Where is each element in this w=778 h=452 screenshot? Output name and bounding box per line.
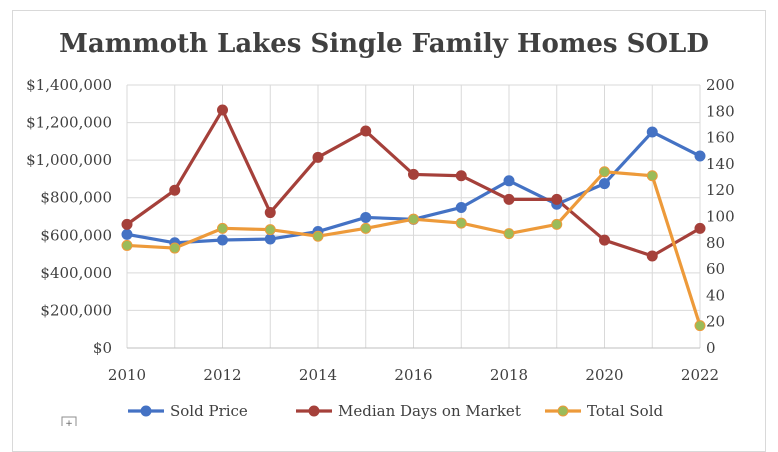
- data-point-median-days-on-market: [694, 222, 706, 234]
- data-point-total-sold: [455, 217, 467, 229]
- chart-svg: Mammoth Lakes Single Family Homes SOLD $…: [26, 29, 735, 426]
- right-tick-label: 140: [706, 155, 735, 173]
- x-tick-label: 2020: [585, 366, 623, 384]
- legend-marker-median-days-on-market: [308, 405, 320, 417]
- right-tick-label: 60: [706, 260, 725, 278]
- chart-frame: [12, 10, 766, 452]
- data-point-median-days-on-market: [312, 151, 324, 163]
- data-point-total-sold: [264, 224, 276, 236]
- x-tick-label: 2018: [490, 366, 528, 384]
- data-point-median-days-on-market: [121, 218, 133, 230]
- legend-marker-total-sold: [557, 405, 569, 417]
- data-point-median-days-on-market: [646, 250, 658, 262]
- data-point-sold-price: [646, 126, 658, 138]
- left-tick-label: $1,000,000: [26, 151, 112, 169]
- data-point-median-days-on-market: [408, 168, 419, 180]
- x-tick-label: 2014: [299, 366, 337, 384]
- data-point-total-sold: [694, 320, 706, 332]
- legend-marker-sold-price: [140, 405, 152, 417]
- legend-label-total-sold: Total Sold: [587, 402, 664, 420]
- data-point-total-sold: [312, 230, 324, 242]
- data-point-total-sold: [551, 218, 563, 230]
- legend-label-median-days-on-market: Median Days on Market: [338, 402, 521, 420]
- data-point-total-sold: [360, 222, 372, 234]
- right-tick-label: 160: [706, 129, 735, 147]
- data-point-median-days-on-market: [169, 184, 181, 196]
- left-tick-label: $600,000: [40, 226, 112, 244]
- gridlines: [126, 84, 701, 349]
- left-tick-label: $1,400,000: [26, 76, 112, 94]
- left-tick-label: $800,000: [40, 189, 112, 207]
- right-tick-label: 40: [706, 286, 725, 304]
- data-point-median-days-on-market: [551, 193, 563, 205]
- data-point-total-sold: [217, 222, 228, 234]
- data-point-sold-price: [503, 175, 515, 187]
- data-point-median-days-on-market: [264, 207, 276, 219]
- right-axis: 0 20 40 60 80 100 120 140 160 180 200: [706, 76, 735, 357]
- data-point-total-sold: [503, 228, 515, 240]
- left-tick-label: $200,000: [40, 301, 112, 319]
- x-tick-label: 2022: [681, 366, 719, 384]
- legend: Sold Price Median Days on Market Total Sol…: [128, 402, 664, 420]
- data-point-sold-price: [455, 201, 467, 213]
- x-tick-label: 2012: [203, 366, 241, 384]
- data-point-total-sold: [646, 170, 658, 182]
- right-tick-label: 20: [706, 313, 725, 331]
- selection-handle[interactable]: +: [61, 416, 77, 426]
- chart-title: Mammoth Lakes Single Family Homes SOLD: [59, 29, 709, 59]
- data-point-median-days-on-market: [455, 170, 467, 182]
- right-tick-label: 200: [706, 76, 735, 94]
- x-tick-label: 2010: [108, 366, 146, 384]
- data-point-total-sold: [169, 242, 181, 254]
- data-point-median-days-on-market: [503, 193, 515, 205]
- right-tick-label: 80: [706, 234, 725, 252]
- data-point-sold-price: [360, 211, 372, 223]
- right-tick-label: 120: [706, 181, 735, 199]
- x-tick-label: 2016: [394, 366, 432, 384]
- data-point-total-sold: [599, 166, 610, 178]
- x-axis: 2010 2012 2014 2016 2018 2020 2022: [108, 366, 719, 384]
- left-tick-label: $0: [93, 339, 112, 357]
- legend-label-sold-price: Sold Price: [170, 402, 248, 420]
- data-point-median-days-on-market: [217, 104, 228, 116]
- right-tick-label: 180: [706, 102, 735, 120]
- right-tick-label: 0: [706, 339, 716, 357]
- data-point-total-sold: [408, 213, 419, 225]
- data-point-sold-price: [264, 233, 276, 245]
- data-point-sold-price: [599, 178, 610, 190]
- left-tick-label: $400,000: [40, 264, 112, 282]
- data-point-median-days-on-market: [360, 125, 372, 137]
- plus-glyph: +: [65, 419, 73, 426]
- data-point-median-days-on-market: [599, 234, 610, 246]
- data-point-sold-price: [121, 228, 133, 240]
- data-point-sold-price: [694, 150, 706, 162]
- data-point-sold-price: [217, 234, 228, 246]
- left-axis: $0 $200,000 $400,000 $600,000 $800,000 $1,000…: [26, 76, 112, 357]
- left-tick-label: $1,200,000: [26, 114, 112, 132]
- right-tick-label: 100: [706, 208, 735, 226]
- data-point-total-sold: [121, 239, 133, 251]
- series-markers: [121, 104, 706, 332]
